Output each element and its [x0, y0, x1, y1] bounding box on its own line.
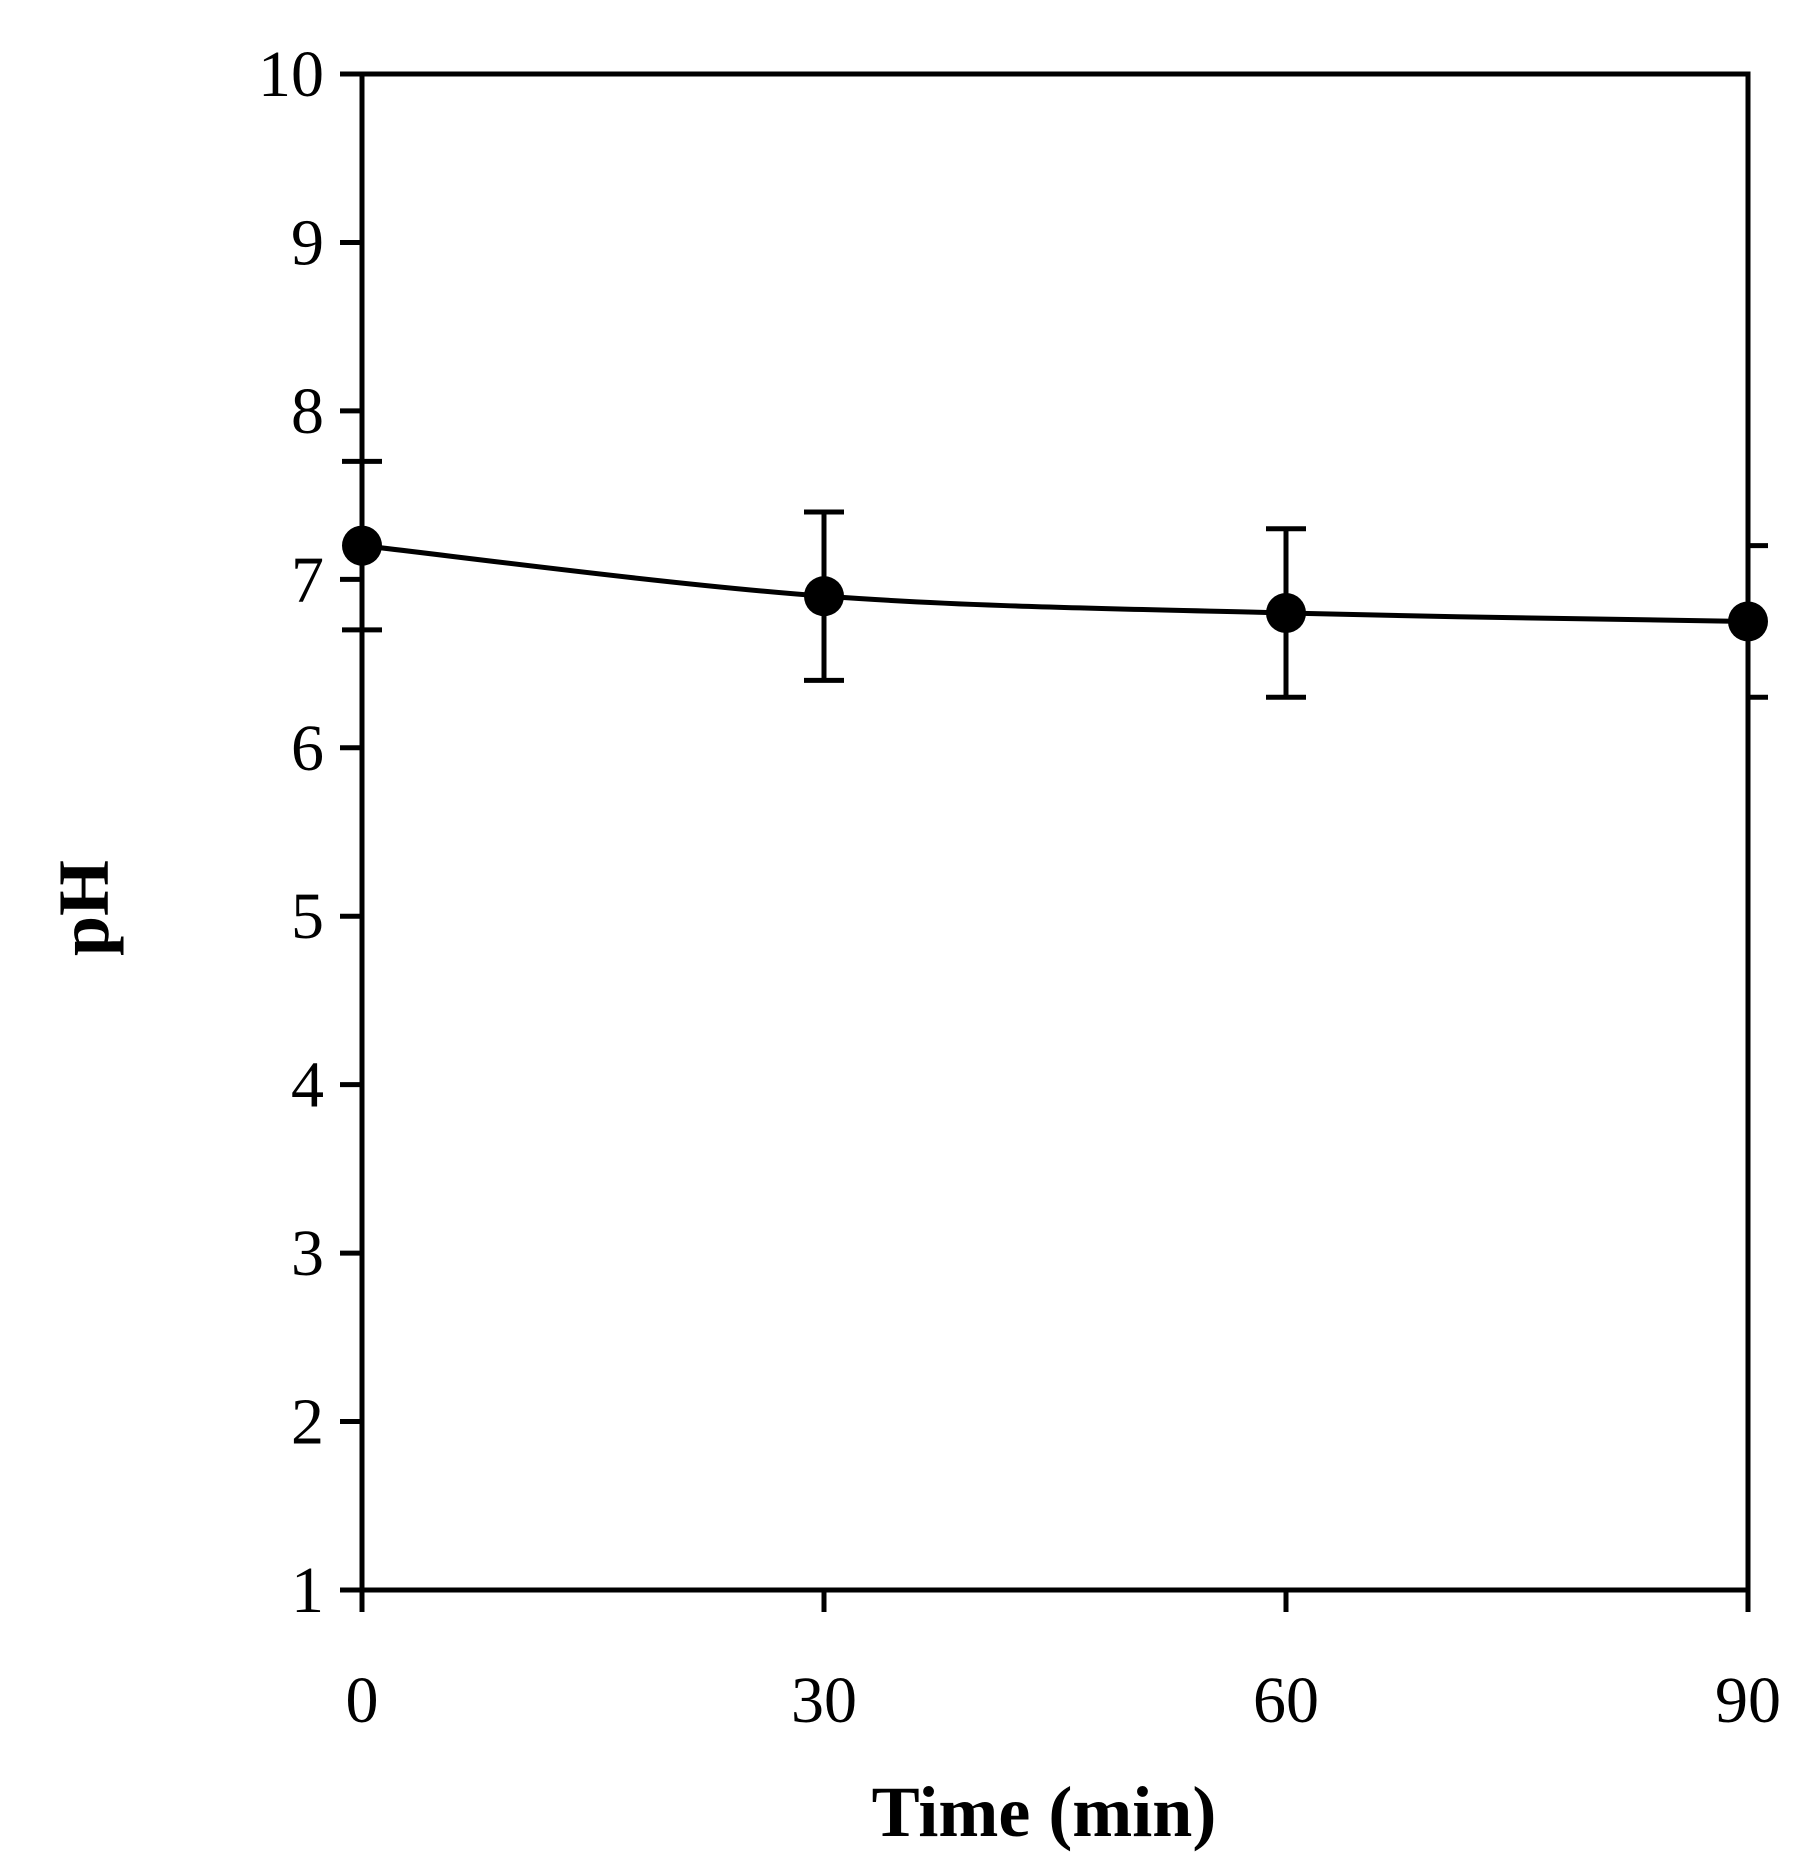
series-lines [361, 543, 1749, 624]
x-axis-tick-labels: 0 30 60 90 [346, 1664, 1782, 1737]
y-axis-title: pH [44, 860, 124, 956]
data-points [342, 525, 1768, 642]
data-point-60 [1266, 593, 1306, 634]
y-tick-label-5: 5 [291, 880, 324, 953]
y-tick-label-8: 8 [291, 375, 324, 448]
y-tick-label-2: 2 [291, 1386, 324, 1459]
x-tick-label-90: 90 [1715, 1664, 1781, 1737]
x-tick-label-0: 0 [346, 1664, 379, 1737]
series-line-0 [361, 543, 1749, 624]
data-point-0 [342, 525, 382, 566]
x-tick-label-60: 60 [1253, 1664, 1319, 1737]
y-tick-label-4: 4 [291, 1049, 324, 1122]
x-axis-title: Time (min) [872, 1772, 1217, 1852]
x-axis-ticks [359, 1590, 1751, 1612]
plot-area-frame [359, 71, 1751, 1593]
plot-border [359, 71, 1751, 1593]
data-point-90 [1728, 601, 1768, 642]
y-tick-label-7: 7 [291, 543, 324, 616]
y-axis-tick-labels: 1 2 3 4 5 6 7 8 9 10 [258, 38, 324, 1627]
data-point-30 [804, 576, 844, 617]
y-axis-ticks [340, 71, 362, 1593]
y-tick-label-9: 9 [291, 206, 324, 279]
y-tick-label-10: 10 [258, 38, 324, 111]
y-tick-label-1: 1 [291, 1554, 324, 1627]
y-tick-label-6: 6 [291, 712, 324, 785]
y-tick-label-3: 3 [291, 1217, 324, 1290]
x-tick-label-30: 30 [791, 1664, 857, 1737]
